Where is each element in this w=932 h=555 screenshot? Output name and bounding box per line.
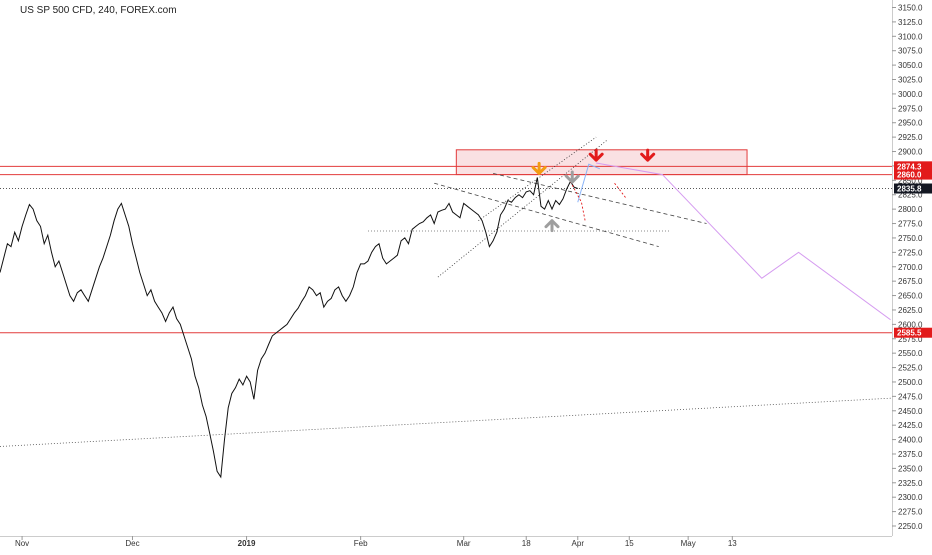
x-tick-label: Feb [354, 539, 368, 548]
arrow-down-red-icon [588, 148, 604, 162]
projection-red-dashed [570, 181, 586, 221]
y-tick-label: 2750.0 [898, 234, 923, 243]
x-tick-label: 13 [728, 539, 737, 548]
projection-red-dashed [614, 182, 626, 198]
y-tick-label: 2950.0 [898, 119, 923, 128]
projection-blue [577, 163, 601, 203]
y-tick-label: 3150.0 [898, 4, 923, 13]
y-tick-label: 2825.0 [898, 191, 923, 200]
x-tick-label: 2019 [238, 539, 256, 548]
price-badge [894, 169, 932, 180]
y-tick-label: 3075.0 [898, 47, 923, 56]
price-badge-label: 2860.0 [897, 171, 922, 180]
x-tick-label: Dec [125, 539, 139, 548]
price-badge [894, 161, 932, 172]
y-tick-label: 2700.0 [898, 263, 923, 272]
price-axis[interactable]: 3150.0 3125.0 3100.0 3075.0 3050.0 3025.0 3000… [892, 0, 932, 550]
y-tick-label: 3100.0 [898, 32, 923, 41]
x-tick-label: Mar [457, 539, 471, 548]
projection-purple [596, 162, 891, 321]
y-tick-label: 2250.0 [898, 522, 923, 531]
x-tick-label: 18 [522, 539, 531, 548]
symbol-header: US SP 500 CFD, 240, FOREX.com [3, 3, 177, 16]
price-badge-label: 2874.3 [897, 162, 922, 171]
descending-channel-lower [434, 182, 659, 247]
x-tick-label: Apr [572, 539, 585, 548]
price-badge [894, 183, 932, 194]
y-tick-label: 2850.0 [898, 176, 923, 185]
y-tick-label: 3025.0 [898, 76, 923, 85]
price-badge [894, 327, 932, 338]
symbol-title: US SP 500 CFD, 240, FOREX.com [20, 5, 177, 16]
y-tick-label: 2275.0 [898, 508, 923, 517]
y-tick-label: 2675.0 [898, 277, 923, 286]
x-tick-label: 15 [625, 539, 634, 548]
long-trendline [0, 397, 893, 447]
price-series-line [0, 177, 578, 479]
y-tick-label: 2425.0 [898, 421, 923, 430]
y-tick-label: 2450.0 [898, 407, 923, 416]
y-tick-label: 2500.0 [898, 378, 923, 387]
y-tick-label: 2525.0 [898, 364, 923, 373]
y-tick-label: 2600.0 [898, 320, 923, 329]
y-tick-label: 2375.0 [898, 450, 923, 459]
price-badge-label: 2835.8 [897, 185, 922, 194]
y-tick-label: 2725.0 [898, 248, 923, 257]
y-tick-label: 2475.0 [898, 392, 923, 401]
y-tick-label: 2575.0 [898, 335, 923, 344]
y-tick-label: 2300.0 [898, 493, 923, 502]
arrow-down-orange-icon [531, 161, 547, 175]
y-tick-label: 2975.0 [898, 104, 923, 113]
y-tick-label: 2900.0 [898, 148, 923, 157]
y-tick-label: 3050.0 [898, 61, 923, 70]
y-tick-label: 2325.0 [898, 479, 923, 488]
y-tick-label: 2550.0 [898, 349, 923, 358]
y-tick-label: 2925.0 [898, 133, 923, 142]
y-tick-label: 2650.0 [898, 292, 923, 301]
y-tick-label: 2775.0 [898, 220, 923, 229]
arrow-down-red-icon [640, 148, 656, 162]
x-tick-label: May [681, 539, 696, 548]
y-tick-label: 2350.0 [898, 464, 923, 473]
y-tick-label: 2625.0 [898, 306, 923, 315]
descending-channel-upper [493, 173, 707, 224]
arrow-down-gray-icon [564, 170, 580, 184]
flag-icon [3, 3, 17, 15]
y-tick-label: 2400.0 [898, 436, 923, 445]
price-axis-bg [892, 0, 932, 550]
y-tick-label: 3000.0 [898, 90, 923, 99]
x-tick-label: Nov [15, 539, 29, 548]
y-tick-label: 2800.0 [898, 205, 923, 214]
price-badge-label: 2585.5 [897, 329, 922, 338]
plot-area[interactable] [0, 136, 893, 479]
y-tick-label: 3125.0 [898, 18, 923, 27]
arrow-up-gray-icon [544, 219, 560, 233]
time-axis[interactable]: Nov Dec 2019 Feb Mar 18 Apr 15 May 13 [0, 536, 892, 548]
